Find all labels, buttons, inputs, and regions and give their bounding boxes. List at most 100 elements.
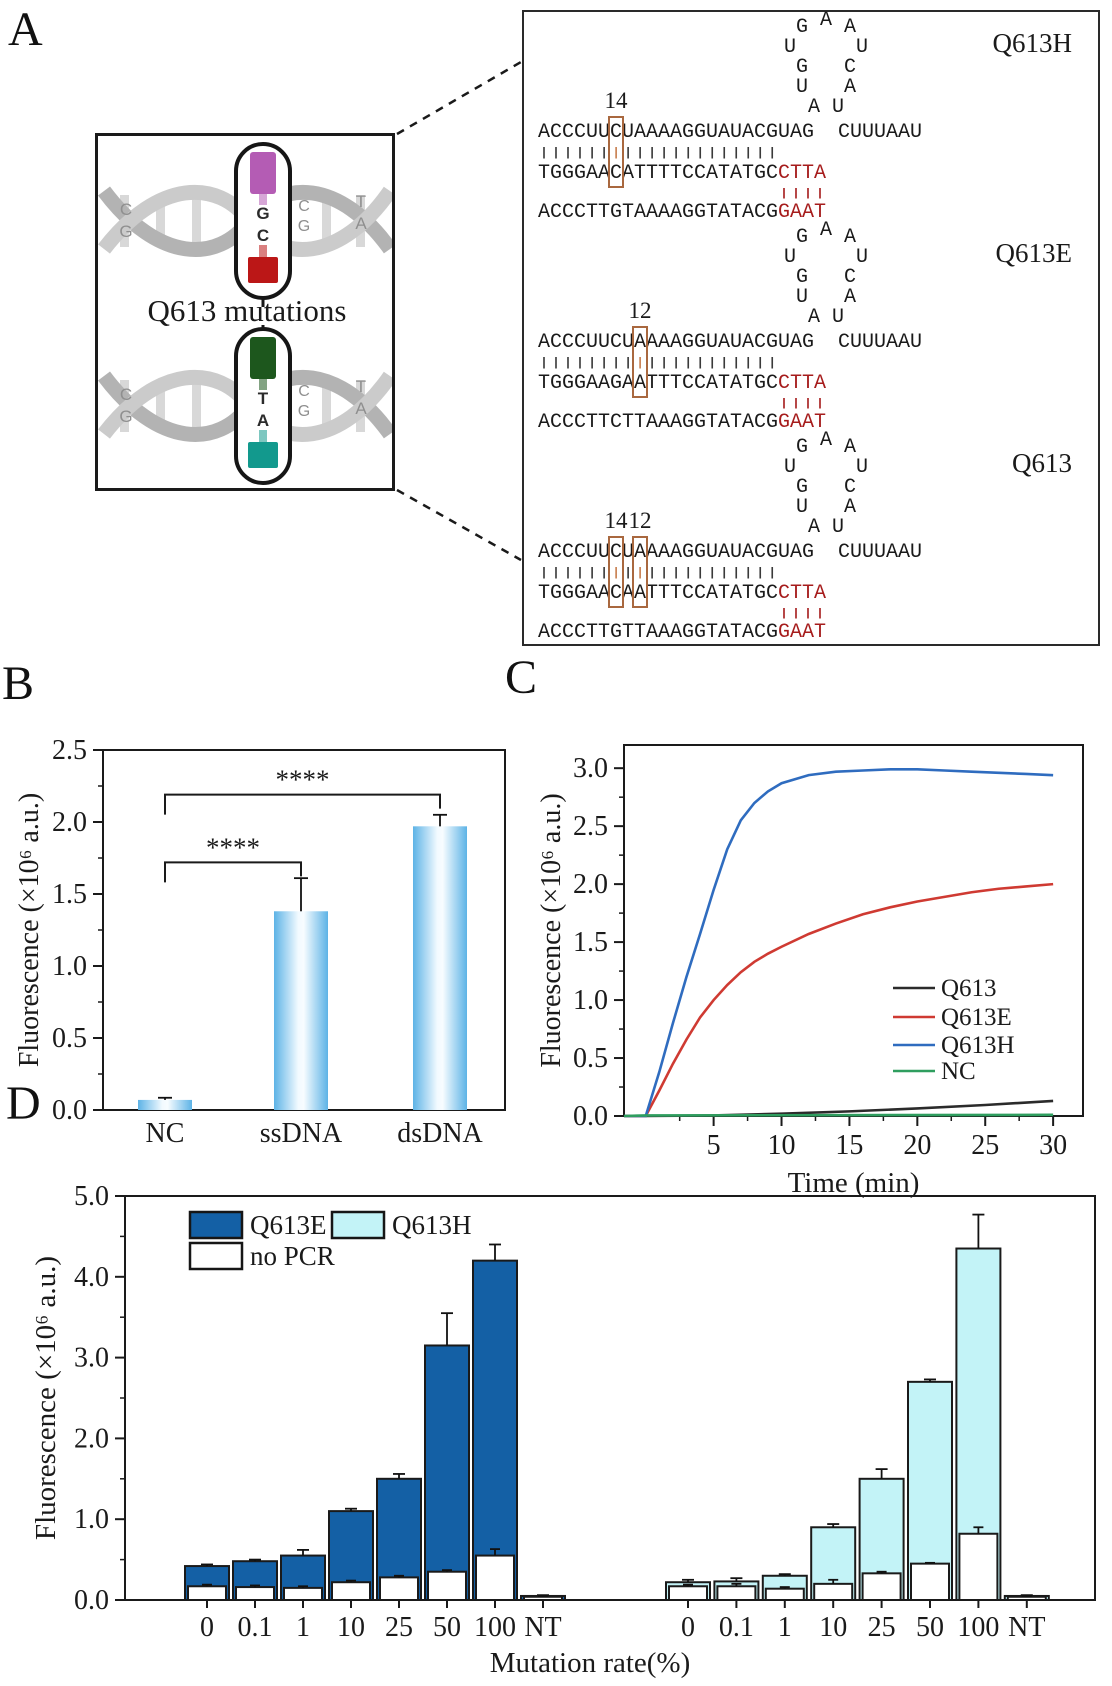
panel-b-y-axis-title: Fluorescence (×10⁶ a.u.) bbox=[14, 793, 45, 1067]
ssdna-strand: ACCCTTCTTAAAGGTATACGGAAT bbox=[538, 411, 827, 434]
mutation-position-box bbox=[608, 536, 624, 608]
ssdna-strand: ACCCTTGTTAAAGGTATACGGAAT bbox=[538, 621, 827, 644]
basepair-letter: C bbox=[298, 383, 310, 400]
base-bar-top bbox=[250, 337, 276, 379]
dna-strand: TGGGAAGAATTTCCATATGCCTTA bbox=[538, 372, 827, 395]
panel-b-letter: B bbox=[2, 657, 35, 710]
x-tick-label: 50 bbox=[916, 1612, 944, 1643]
sequence-rows: ACCCUUCUAAAAGGUAUACGUAG CUUUAAU |||||||||… bbox=[538, 330, 922, 436]
dna-helix-box: C G C G T A G C C G C G T A T A Q613 mutations bbox=[95, 133, 397, 491]
base-bar-bottom bbox=[248, 257, 278, 283]
y-tick-label: 4.0 bbox=[74, 1262, 109, 1293]
base-bar-bottom bbox=[248, 442, 278, 468]
base-pair-bonds: |||||||||||||||||||| bbox=[538, 566, 779, 581]
legend-label: Q613 bbox=[941, 975, 997, 1002]
panel-c-chart: 0.0 0.5 1.0 1.5 2.0 2.5 3.0 5 10 15 20 25 30 Time (mi… bbox=[536, 744, 1084, 1199]
bar-no-pcr-q613e-100 bbox=[475, 1554, 515, 1602]
red-bonds: |||| bbox=[538, 187, 827, 200]
panel-a-title: Q613 mutations bbox=[148, 293, 347, 328]
x-tick-label: 0.1 bbox=[719, 1612, 754, 1643]
y-tick-label: 0.0 bbox=[52, 1095, 87, 1126]
zoom-connector-top bbox=[396, 60, 522, 136]
y-tick-label: 0.5 bbox=[573, 1043, 608, 1074]
basepair-letter: G bbox=[119, 407, 132, 426]
rna-strand: ACCCUUCUAAAAGGUAUACGUAG CUUUAAU bbox=[538, 121, 923, 144]
y-tick-label: 2.5 bbox=[573, 811, 608, 842]
y-tick-label: 1.0 bbox=[52, 951, 87, 982]
x-tick-label: 15 bbox=[835, 1130, 863, 1161]
bar-no-pcr-q613e-0.1 bbox=[235, 1586, 275, 1602]
legend-label: Q613E bbox=[941, 1004, 1012, 1031]
legend-swatch-q613h bbox=[330, 1210, 386, 1240]
pam-sequence: CTTA bbox=[778, 582, 827, 605]
pam-complement: GAAT bbox=[778, 411, 827, 434]
x-tick-label: 10 bbox=[819, 1612, 847, 1643]
loop-row: U A bbox=[784, 496, 857, 519]
bar-no-pcr-q613h-1 bbox=[764, 1587, 805, 1601]
y-tick-label: 2.5 bbox=[52, 735, 87, 766]
loop-row: A U bbox=[784, 96, 845, 119]
pam-complement: GAAT bbox=[778, 621, 827, 644]
x-tick-label: 5 bbox=[707, 1130, 721, 1161]
bar-ssdna bbox=[274, 911, 328, 1110]
y-tick-label: 1.0 bbox=[573, 985, 608, 1016]
loop-row: U U bbox=[784, 246, 869, 269]
loop-apex-base: A bbox=[820, 429, 833, 452]
bar-no-pcr-q613e-10 bbox=[331, 1581, 371, 1601]
structure-name: Q613H bbox=[992, 28, 1073, 58]
mutation-position-label: 12 bbox=[628, 298, 652, 323]
panel-d-y-axis-title: Fluorescence (×10⁶ a.u.) bbox=[30, 1256, 62, 1540]
x-category-label: dsDNA bbox=[397, 1118, 483, 1149]
significance-stars: **** bbox=[206, 832, 260, 862]
panel-c-x-axis-title: Time (min) bbox=[788, 1167, 920, 1199]
y-tick-label: 2.0 bbox=[74, 1423, 109, 1454]
y-tick-label: 1.5 bbox=[52, 879, 87, 910]
red-bonds: |||| bbox=[538, 397, 827, 410]
x-tick-label: 25 bbox=[868, 1612, 896, 1643]
base-pair-bonds: |||||||||||||||||||| bbox=[538, 356, 779, 371]
dna-strand: TGGGAACATTTTCCATATGCCTTA bbox=[538, 162, 827, 185]
mutation-position-label: 14 bbox=[604, 508, 628, 533]
x-tick-label: 10 bbox=[337, 1612, 365, 1643]
bar-dsdna bbox=[413, 826, 467, 1110]
bar-no-pcr-q613e-25 bbox=[379, 1576, 419, 1601]
bar-no-pcr-q613e-nt bbox=[523, 1595, 563, 1601]
x-tick-label: 0 bbox=[200, 1612, 214, 1643]
bar-no-pcr-q613e-50 bbox=[427, 1570, 467, 1601]
panel-d-letter: D bbox=[6, 1077, 41, 1130]
circled-base-letter: G bbox=[256, 204, 269, 223]
loop-row: A U bbox=[784, 516, 845, 539]
bar-no-pcr-q613h-50 bbox=[910, 1562, 950, 1602]
basepair-letter: A bbox=[355, 214, 367, 233]
y-tick-label: 0.0 bbox=[573, 1101, 608, 1132]
x-tick-label: 0 bbox=[681, 1612, 695, 1643]
legend-label: Q613E bbox=[250, 1210, 327, 1240]
rna-strand: ACCCUUCUAAAAGGUAUACGUAG CUUUAAU bbox=[538, 541, 923, 564]
panel-a-letter: A bbox=[8, 3, 43, 56]
bar-no-pcr-q613h-0.1 bbox=[716, 1585, 757, 1602]
legend-label: Q613H bbox=[941, 1032, 1015, 1059]
mutation-position-box bbox=[632, 536, 648, 608]
y-tick-label: 0.5 bbox=[52, 1023, 87, 1054]
circled-base-letter: A bbox=[257, 411, 269, 430]
sequence-rows: ACCCUUCUAAAAGGUAUACGUAG CUUUAAU |||||||||… bbox=[538, 540, 922, 646]
loop-apex-base: A bbox=[820, 219, 833, 242]
mutation-position-box bbox=[608, 116, 624, 188]
mutation-position-label: 12 bbox=[628, 508, 652, 533]
x-tick-label: NT bbox=[524, 1612, 561, 1643]
bar-no-pcr-q613e-1 bbox=[283, 1586, 323, 1602]
ssdna-strand: ACCCTTGTAAAAGGTATACGGAAT bbox=[538, 201, 827, 224]
loop-row: U U bbox=[784, 36, 869, 59]
basepair-letter: A bbox=[355, 399, 367, 418]
panel-d-x-axis-title: Mutation rate(%) bbox=[490, 1647, 691, 1679]
loop-row: A U bbox=[784, 306, 845, 329]
significance-bracket bbox=[164, 793, 441, 815]
sequence-rows: ACCCUUCUAAAAGGUAUACGUAG CUUUAAU |||||||||… bbox=[538, 120, 922, 226]
y-tick-label: 0.0 bbox=[74, 1585, 109, 1616]
x-tick-label: 100 bbox=[474, 1612, 516, 1643]
structure-name: Q613 bbox=[1012, 448, 1072, 478]
